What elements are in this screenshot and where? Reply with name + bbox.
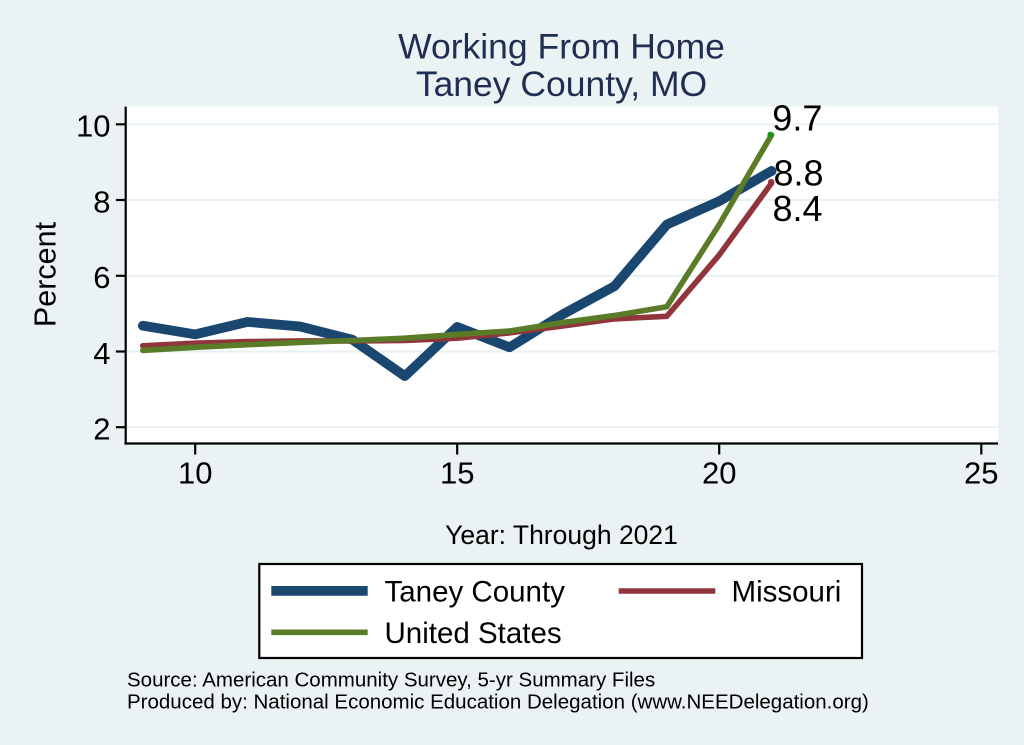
- svg-text:10: 10: [76, 109, 110, 144]
- svg-text:United States: United States: [385, 617, 562, 650]
- svg-text:Percent: Percent: [29, 221, 63, 327]
- svg-text:Produced by: National Economic: Produced by: National Economic Education…: [127, 691, 869, 714]
- svg-text:2: 2: [93, 412, 110, 447]
- svg-text:8.8: 8.8: [774, 152, 824, 193]
- svg-text:Working From Home: Working From Home: [398, 26, 725, 66]
- svg-text:25: 25: [964, 456, 998, 491]
- svg-text:Year: Through 2021: Year: Through 2021: [445, 520, 678, 550]
- svg-text:8.4: 8.4: [773, 188, 823, 229]
- svg-text:4: 4: [93, 336, 110, 371]
- svg-text:10: 10: [178, 456, 212, 491]
- svg-text:Missouri: Missouri: [732, 576, 842, 609]
- svg-text:Source: American Community Sur: Source: American Community Survey, 5-yr …: [127, 669, 655, 692]
- svg-text:20: 20: [702, 456, 736, 491]
- svg-text:Taney County: Taney County: [385, 576, 566, 609]
- svg-text:9.7: 9.7: [772, 98, 822, 139]
- svg-text:15: 15: [440, 456, 474, 491]
- svg-text:Taney County, MO: Taney County, MO: [416, 64, 707, 104]
- svg-text:6: 6: [93, 260, 110, 295]
- svg-text:8: 8: [93, 184, 110, 219]
